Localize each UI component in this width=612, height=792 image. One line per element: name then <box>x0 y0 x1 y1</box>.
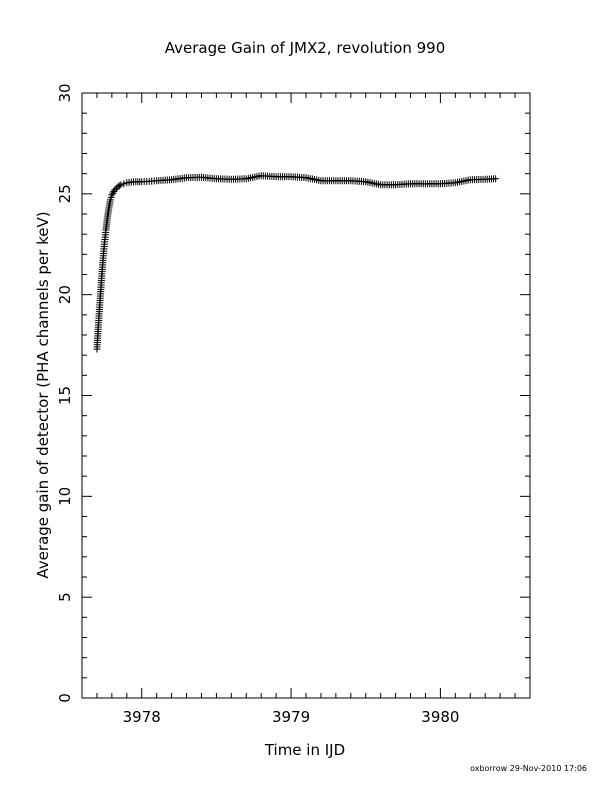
y-tick-label: 25 <box>56 184 74 203</box>
y-tick-label: 5 <box>56 592 74 602</box>
y-tick-label: 20 <box>56 285 74 304</box>
x-tick-label: 3979 <box>272 708 310 726</box>
data-point <box>492 175 500 183</box>
x-tick-label: 3978 <box>123 708 161 726</box>
y-tick-label: 10 <box>56 487 74 506</box>
data-point <box>120 180 128 188</box>
y-tick-label: 15 <box>56 386 74 405</box>
x-tick-label: 3980 <box>421 708 459 726</box>
chart-title: Average Gain of JMX2, revolution 990 <box>165 39 446 57</box>
data-points <box>93 172 500 353</box>
y-tick-label: 0 <box>56 693 74 703</box>
data-point <box>111 186 119 194</box>
axis-ticks <box>81 92 531 699</box>
y-tick-labels: 0 5 10 15 20 25 30 <box>56 83 74 702</box>
data-point <box>115 182 123 190</box>
y-tick-label: 30 <box>56 83 74 102</box>
y-axis-label: Average gain of detector (PHA channels p… <box>34 211 52 578</box>
x-axis-label: Time in IJD <box>264 741 345 759</box>
x-tick-labels: 3978 3979 3980 <box>123 708 460 726</box>
footer-stamp: oxborrow 29-Nov-2010 17:06 <box>470 764 587 773</box>
data-point <box>117 181 125 189</box>
